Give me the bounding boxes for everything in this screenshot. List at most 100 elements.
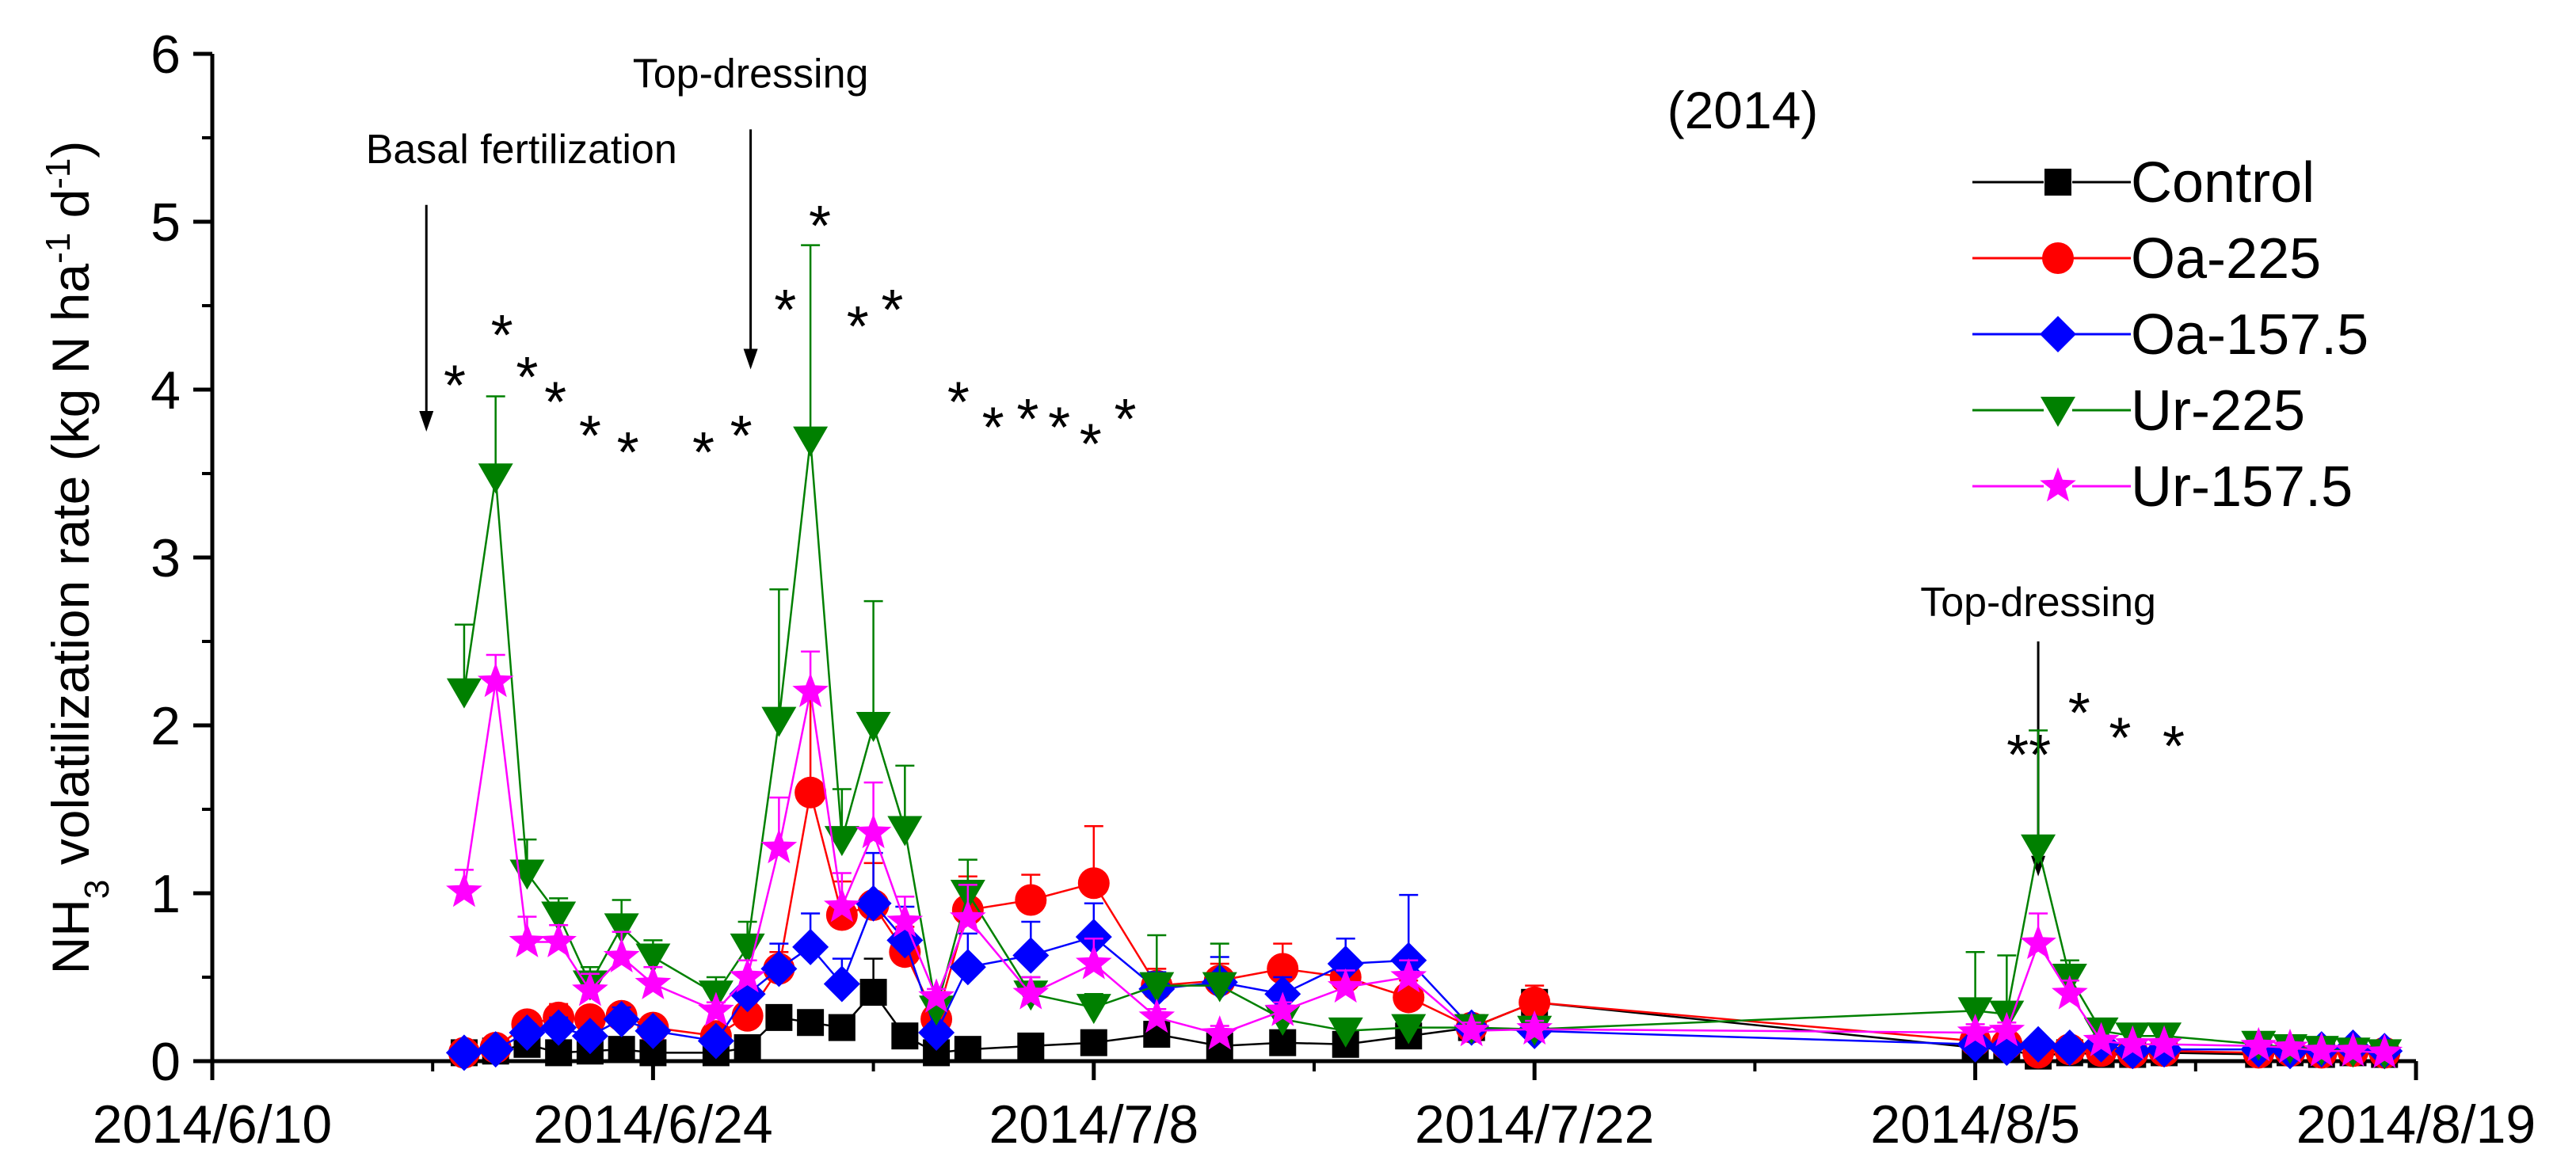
data-point (697, 1022, 734, 1060)
data-point (855, 885, 892, 922)
data-point (1988, 1011, 2025, 1047)
data-point (1077, 867, 1110, 900)
annotations: Basal fertilization Top-dressing Top-dress… (366, 51, 2185, 877)
y-tick-label: 5 (151, 192, 181, 253)
data-point (603, 1001, 640, 1037)
data-point (1076, 945, 1112, 980)
x-tick-label: 2014/6/10 (93, 1094, 333, 1155)
x-tick-label: 2014/8/5 (1870, 1094, 2080, 1155)
data-point (446, 872, 482, 908)
data-point (2114, 1025, 2151, 1060)
legend-label: Ur-157.5 (2131, 455, 2353, 519)
y-axis-title: NH3 volatilization rate (kg N ha-1 d-1) (39, 141, 116, 975)
data-point (731, 999, 764, 1032)
significance-mark: * (2163, 715, 2185, 778)
data-point (950, 899, 986, 934)
data-point (761, 706, 797, 737)
legend-label: Oa-157.5 (2131, 303, 2368, 367)
y-tick-label: 6 (151, 25, 181, 85)
data-point (540, 1009, 577, 1046)
data-point (1138, 998, 1176, 1033)
data-point (1328, 1017, 1363, 1048)
y-tick-label: 1 (151, 864, 181, 924)
data-point (604, 913, 639, 944)
significance-mark: * (982, 396, 1004, 459)
significance-mark: * (1016, 388, 1038, 451)
significance-mark: ** (2006, 724, 2051, 787)
data-point (795, 776, 827, 809)
significance-mark: * (1048, 396, 1070, 459)
data-point (2366, 1033, 2403, 1068)
significance-mark: * (1080, 413, 1102, 477)
data-point (760, 828, 798, 864)
data-point (635, 943, 671, 974)
data-point (1519, 986, 1551, 1018)
data-point (1957, 1026, 1994, 1063)
significance-mark: * (2109, 707, 2131, 771)
data-point (446, 678, 482, 709)
data-point (1390, 958, 1427, 993)
significance-mark: * (692, 421, 714, 485)
data-point (1017, 1032, 1045, 1060)
legend: Control Oa-225 Oa-157.5 Ur-225 Ur-157.5 (1972, 151, 2368, 519)
y-tick-label: 4 (151, 360, 181, 420)
data-point (793, 426, 829, 457)
significance-mark: * (847, 295, 869, 359)
data-point (1264, 991, 1301, 1026)
data-point (918, 978, 955, 1013)
data-point (634, 965, 672, 999)
data-point (1201, 1015, 1238, 1050)
data-point (2146, 1025, 2182, 1060)
data-point (2272, 1029, 2308, 1064)
axes: 0 1 2 3 4 5 6 2014/6/10 2014/6/24 2014/7/8 2014/7/… (39, 25, 2536, 1155)
year-label: (2014) (1667, 81, 1819, 139)
data-point (887, 816, 923, 847)
data-point (828, 1014, 855, 1041)
data-point (729, 958, 766, 993)
data-point (509, 1014, 546, 1051)
legend-item: Ur-157.5 (1972, 455, 2353, 519)
significance-mark: * (2068, 682, 2090, 745)
y-tick-label: 3 (151, 528, 181, 588)
significance-mark: * (947, 371, 970, 435)
legend-item: Control (1972, 151, 2315, 215)
significance-mark: * (809, 195, 831, 258)
legend-marker (2042, 242, 2074, 274)
data-point (2021, 834, 2056, 865)
data-point (540, 923, 577, 957)
legend-item: Ur-225 (1972, 379, 2305, 443)
series-layer (445, 244, 2403, 1071)
significance-mark: * (544, 371, 566, 435)
annotation-label: Top-dressing (633, 51, 869, 97)
data-point (2020, 1026, 2057, 1063)
annotation-label: Basal fertilization (366, 127, 677, 173)
data-point (919, 995, 955, 1026)
data-point (729, 976, 766, 1013)
x-tick-label: 2014/7/22 (1415, 1094, 1655, 1155)
data-point (1076, 994, 1111, 1025)
legend-marker (2040, 316, 2076, 352)
data-point (509, 923, 546, 957)
data-point (477, 1031, 514, 1068)
significance-mark: * (516, 346, 538, 409)
significance-mark: * (881, 279, 903, 342)
data-point (1516, 1010, 1553, 1045)
data-point (954, 1036, 981, 1064)
data-point (608, 1036, 635, 1064)
data-point (1453, 1011, 1490, 1047)
data-point (2303, 1032, 2340, 1067)
significance-mark: * (579, 405, 601, 468)
x-tick-label: 2014/7/8 (989, 1094, 1198, 1155)
data-point (792, 928, 829, 965)
data-point (734, 1034, 761, 1062)
annotation-arrow-head (419, 411, 434, 432)
significance-mark: * (1115, 388, 1137, 451)
data-point (1012, 937, 1050, 974)
data-point (634, 1012, 672, 1049)
data-point (1075, 919, 1112, 956)
data-point (824, 826, 859, 857)
significance-mark: * (617, 421, 639, 485)
data-point (886, 903, 924, 938)
x-tick-label: 2014/6/24 (533, 1094, 773, 1155)
significance-mark: * (730, 405, 753, 468)
